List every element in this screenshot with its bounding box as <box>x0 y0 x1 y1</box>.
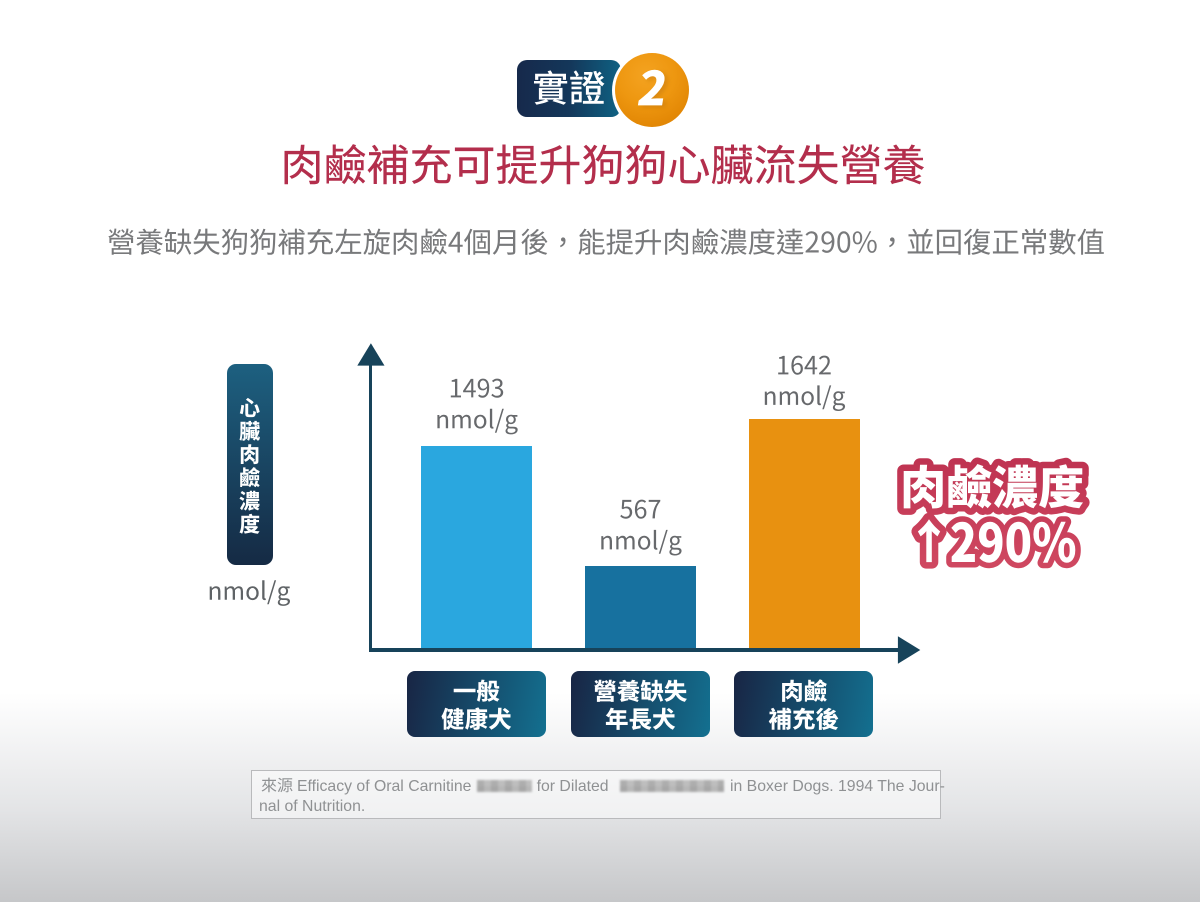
svg-text:in Boxer Dogs. 1994 The Jour-: in Boxer Dogs. 1994 The Jour- <box>730 778 945 795</box>
svg-text:nal of Nutrition.: nal of Nutrition. <box>259 798 365 815</box>
svg-text:Efficacy of Oral Carnitine: Efficacy of Oral Carnitine <box>297 778 472 795</box>
svg-text:for Dilated: for Dilated <box>537 778 609 795</box>
